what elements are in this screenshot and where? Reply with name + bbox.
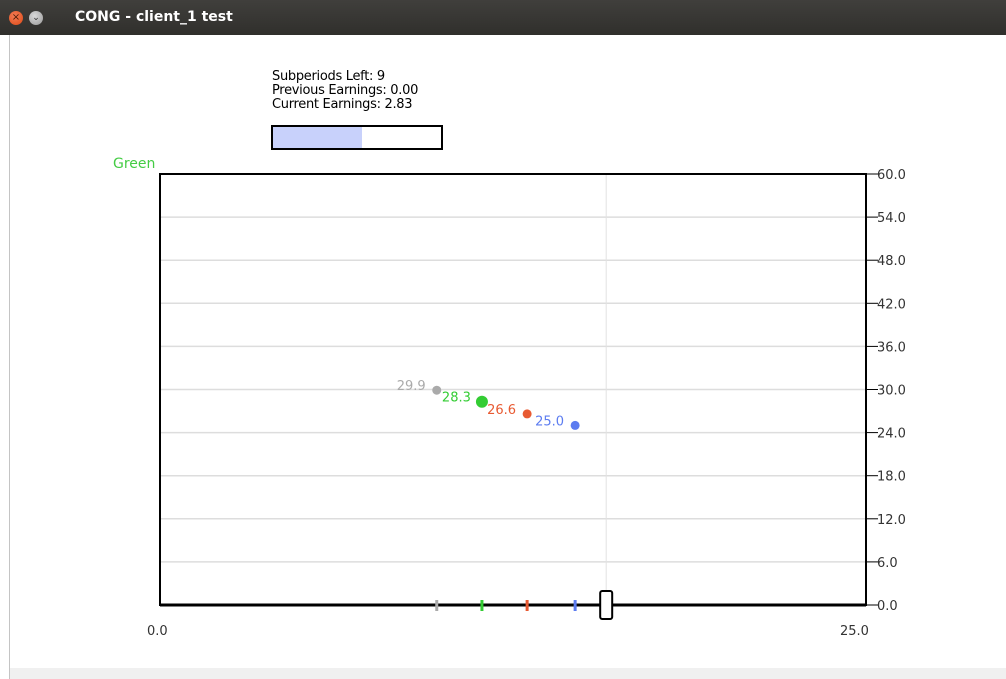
cursor-handle[interactable] xyxy=(599,590,614,620)
previous-earnings-text: Previous Earnings: 0.00 xyxy=(272,83,419,98)
y-tick-label: 24.0 xyxy=(877,427,906,442)
data-label: 29.9 xyxy=(397,379,426,394)
data-point xyxy=(570,420,580,430)
subperiods-left-text: Subperiods Left: 9 xyxy=(272,69,385,84)
data-point xyxy=(432,385,442,395)
window-title: CONG - client_1 test xyxy=(75,9,233,25)
y-tick-label: 42.0 xyxy=(877,297,906,312)
title-bar: × ⌄ CONG - client_1 test xyxy=(0,0,1006,35)
earnings-info: Subperiods Left: 9 Previous Earnings: 0.… xyxy=(272,70,418,112)
data-label: 26.6 xyxy=(487,403,516,418)
window-left-border xyxy=(0,35,10,679)
close-icon[interactable]: × xyxy=(9,11,23,25)
x-tick-label: 25.0 xyxy=(840,624,869,639)
progress-fill xyxy=(273,127,363,148)
data-point xyxy=(475,395,488,408)
y-tick-label: 6.0 xyxy=(877,556,898,571)
data-label: 28.3 xyxy=(442,391,471,406)
current-earnings-text: Current Earnings: 2.83 xyxy=(272,97,413,112)
data-label: 25.0 xyxy=(535,414,564,429)
y-tick-label: 60.0 xyxy=(877,168,906,183)
y-tick-label: 54.0 xyxy=(877,211,906,226)
x-tick-label: 0.0 xyxy=(147,624,168,639)
y-tick-label: 36.0 xyxy=(877,340,906,355)
subperiod-progress-bar xyxy=(271,125,443,150)
y-tick-label: 12.0 xyxy=(877,513,906,528)
data-point xyxy=(522,409,532,419)
y-tick-label: 0.0 xyxy=(877,599,898,614)
y-tick-label: 48.0 xyxy=(877,254,906,269)
player-label: Green xyxy=(113,156,155,172)
y-tick-label: 18.0 xyxy=(877,470,906,485)
window-footer xyxy=(10,668,1006,679)
window-menu-icon[interactable]: ⌄ xyxy=(29,11,43,25)
y-tick-label: 30.0 xyxy=(877,384,906,399)
